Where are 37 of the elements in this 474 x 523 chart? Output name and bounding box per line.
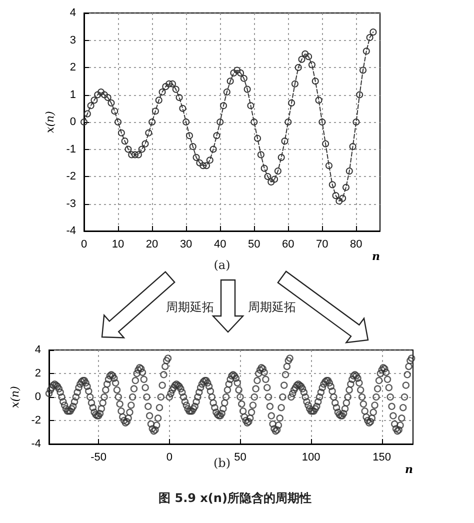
x-tick-label: 30: [180, 238, 192, 250]
y-tick-label: 4: [70, 7, 76, 19]
x-tick-label: 50: [248, 238, 260, 250]
y-axis-title: x(n): [8, 386, 22, 408]
caption: 图 5.9 x(n)所隐含的周期性: [158, 490, 312, 507]
text: 周期延拓: [166, 299, 214, 316]
x-axis-title: n: [405, 463, 413, 476]
x-tick-label: 40: [214, 238, 226, 250]
y-tick-label: -2: [66, 170, 76, 182]
y-tick-label: -3: [66, 198, 76, 210]
y-tick-label: 2: [70, 62, 76, 74]
y-tick-label: 0: [70, 116, 76, 128]
x-tick-label: 150: [372, 452, 392, 464]
x-tick-label: 10: [112, 238, 124, 250]
text: 周期延拓: [248, 299, 296, 316]
y-tick-label: -4: [66, 225, 76, 237]
x-axis-title: n: [372, 250, 380, 263]
x-tick-label: 80: [350, 238, 362, 250]
y-tick-label: 2: [34, 368, 41, 380]
x-tick-label: 0: [80, 238, 88, 250]
x-tick-label: 0: [166, 452, 172, 464]
text: (b): [213, 456, 231, 470]
y-tick-label: 1: [70, 88, 76, 101]
x-tick-label: -50: [90, 452, 107, 464]
x-tick-label: 20: [146, 238, 158, 250]
y-tick-label: 3: [70, 34, 76, 46]
x-tick-label: 70: [316, 238, 328, 250]
text: (a): [214, 258, 230, 272]
y-axis-title: x(n): [43, 111, 56, 133]
x-tick-label: 100: [302, 452, 320, 464]
y-tick-label: 0: [34, 391, 41, 403]
y-tick-label: -2: [31, 414, 41, 426]
x-tick-label: 60: [282, 238, 294, 250]
y-tick-label: 4: [34, 344, 41, 356]
x-tick-label: 50: [234, 452, 246, 464]
y-tick-label: -4: [31, 438, 41, 450]
y-tick-label: -1: [66, 143, 76, 156]
